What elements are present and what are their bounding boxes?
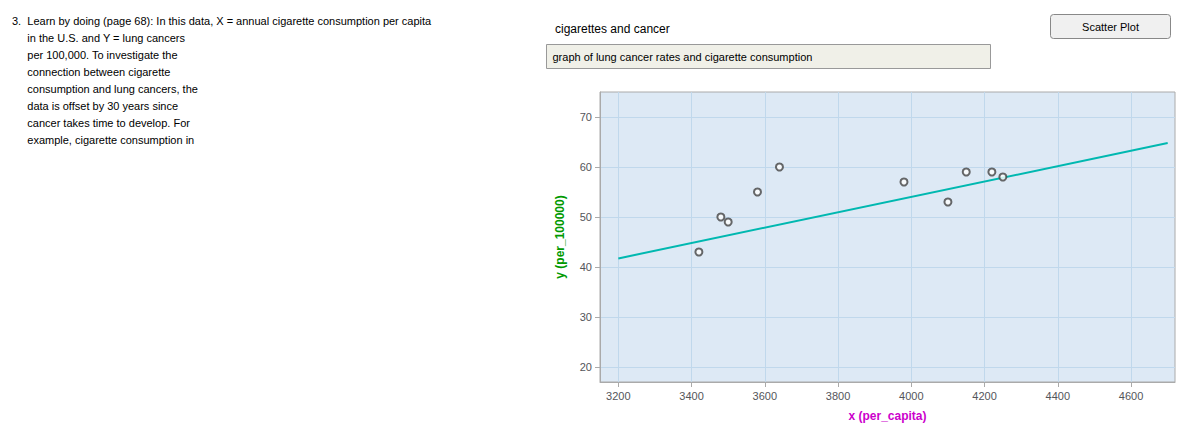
svg-text:y (per_100000): y (per_100000)	[553, 195, 567, 278]
svg-text:cigarettes and cancer: cigarettes and cancer	[555, 22, 670, 36]
svg-text:3400: 3400	[679, 390, 703, 402]
svg-text:consumption and lung cancers,: consumption and lung cancers, the	[12, 83, 198, 95]
svg-text:cancer takes time to develop.: cancer takes time to develop. For	[12, 117, 190, 129]
svg-text:3800: 3800	[826, 390, 850, 402]
svg-text:30: 30	[580, 311, 592, 323]
svg-text:4400: 4400	[1046, 390, 1070, 402]
svg-text:4600: 4600	[1119, 390, 1143, 402]
svg-text:4000: 4000	[899, 390, 923, 402]
svg-text:20: 20	[580, 361, 592, 373]
svg-text:graph of lung cancer rates and: graph of lung cancer rates and cigarette…	[553, 51, 813, 63]
svg-text:50: 50	[580, 211, 592, 223]
svg-text:data is offset by 30 years sin: data is offset by 30 years since	[12, 100, 178, 112]
svg-text:connection between cigarette: connection between cigarette	[12, 66, 170, 78]
svg-text:example, cigarette consumption: example, cigarette consumption in	[12, 134, 194, 146]
svg-text:3200: 3200	[606, 390, 630, 402]
svg-text:3600: 3600	[753, 390, 777, 402]
svg-text:4200: 4200	[972, 390, 996, 402]
svg-text:60: 60	[580, 161, 592, 173]
svg-text:per 100,000. To investigate th: per 100,000. To investigate the	[12, 49, 178, 61]
svg-text:Scatter Plot: Scatter Plot	[1082, 21, 1139, 33]
svg-text:3. Learn by doing (page 68):: 3. Learn by doing (page 68): In this dat…	[12, 15, 432, 27]
svg-text:x (per_capita): x (per_capita)	[848, 409, 926, 423]
svg-text:70: 70	[580, 111, 592, 123]
svg-text:40: 40	[580, 261, 592, 273]
svg-text:in the U.S. and Y = lung cance: in the U.S. and Y = lung cancers	[12, 32, 185, 44]
